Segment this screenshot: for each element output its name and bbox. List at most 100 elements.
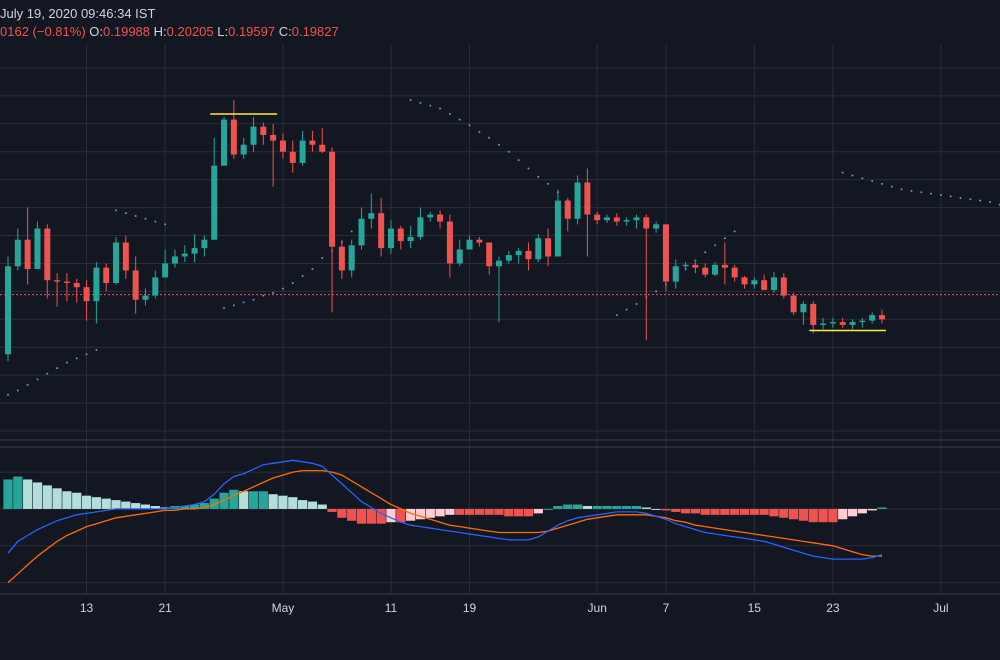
candle [103,263,110,292]
candle [525,242,532,271]
candle-body [859,320,866,323]
macd-line [7,459,883,560]
sar-point [134,214,137,217]
histogram-bar [239,491,249,509]
candle [83,280,90,321]
candle [849,319,856,330]
sar-point [85,353,88,356]
candle-body [476,239,483,243]
candle-body [132,270,139,300]
candle-body [211,165,218,240]
sar-point [75,357,78,360]
candle-body [24,239,31,270]
time-axis-label: 15 [748,601,762,615]
sar-point [242,301,245,304]
sar-point [115,209,118,212]
candle [250,116,257,152]
sar-point [36,378,39,381]
histogram-bar [140,504,151,509]
candle [535,234,542,263]
sar-point [281,287,284,290]
candle-body [829,322,836,324]
candle-body [623,220,630,222]
sar-point [704,251,707,254]
candle-body [54,280,61,282]
candle [731,264,738,282]
candle [741,276,748,289]
candle [476,236,483,247]
candle-body [584,182,591,215]
sar-point [537,175,540,178]
candle [113,236,120,285]
sar-point [517,159,520,162]
sar-point [154,220,157,223]
low-label: L: [217,24,229,39]
candle [24,207,31,285]
candle [427,211,434,222]
sar-point [262,294,265,297]
histogram-bar [406,508,416,521]
candle-body [604,217,611,221]
candle-body [653,224,660,229]
histogram-bar [602,506,612,509]
histogram-bar [700,508,710,515]
legend-ohlc-values: 0162 (−0.81%) O:0.19988 H:0.20205 L:0.19… [0,24,339,39]
histogram-bar [219,492,229,509]
candle-body [780,277,787,296]
candle-body [221,119,228,166]
candle [397,225,404,250]
sar-point [723,237,726,240]
histogram-bar [622,506,632,509]
sar-point [26,383,29,386]
candle [692,262,699,274]
sar-point [930,192,933,195]
sar-point [989,201,991,204]
candle-body [515,250,522,256]
histogram-bar [52,488,62,509]
histogram-bar [720,508,730,515]
candle-body [270,134,277,141]
time-axis-label: 7 [663,601,670,615]
candle-body [525,250,532,260]
candle-body [466,239,473,250]
candle-body [397,228,404,242]
time-axis-label: 11 [385,601,398,615]
candle-body [103,267,110,283]
histogram-bar [72,492,82,509]
histogram-bar [779,508,789,518]
sar-point [409,99,412,102]
candle-body [869,315,876,321]
candle-body [505,255,512,261]
histogram-bar [366,508,376,524]
horizontal-markers [210,113,886,332]
candle [770,271,777,293]
sar-point [527,167,530,170]
candle-body [682,264,689,267]
sar-point [350,230,353,233]
low-value: 0.19597 [228,24,276,39]
sar-point [625,308,628,311]
histogram-bar [42,485,52,509]
sar-point [969,198,972,201]
sar-point [252,298,255,301]
candle [73,278,80,303]
candle-body [594,214,601,221]
histogram-bar [180,506,190,509]
histogram-bar [327,508,337,512]
candlestick-series[interactable] [5,100,885,362]
candle-body [181,253,188,257]
histogram-bar [189,504,200,509]
histogram-bar [563,504,573,509]
candle-body [162,263,169,278]
candle [221,116,228,166]
histogram-bar [81,495,92,509]
sar-point [468,124,471,127]
close-label: C: [278,24,292,39]
candle [790,292,797,316]
candle-body [309,140,316,145]
candle-body [545,238,552,257]
candle [142,288,149,306]
histogram-bar [514,508,524,517]
candle-body [14,239,21,267]
